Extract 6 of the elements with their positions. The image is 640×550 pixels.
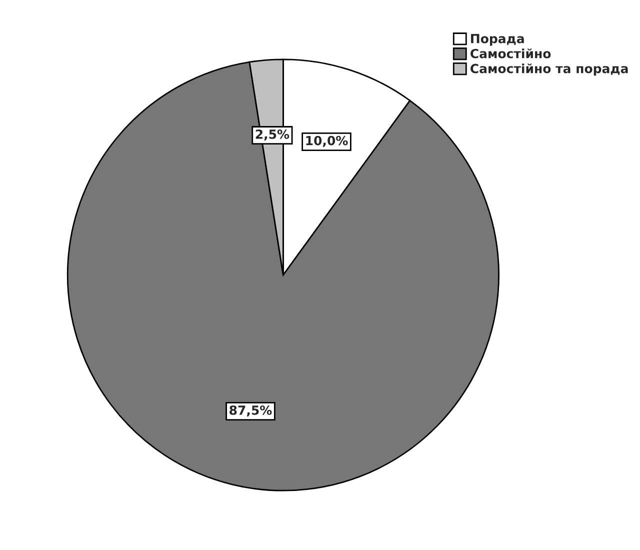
legend-label: Порада [471, 34, 524, 46]
data-label: 10,0% [306, 136, 348, 147]
legend-label: Самостійно [470, 48, 551, 58]
data-label: 87,5% [230, 405, 272, 416]
legend-label: Самостійно та порада [470, 64, 628, 76]
data-label: 2,5% [256, 129, 290, 141]
